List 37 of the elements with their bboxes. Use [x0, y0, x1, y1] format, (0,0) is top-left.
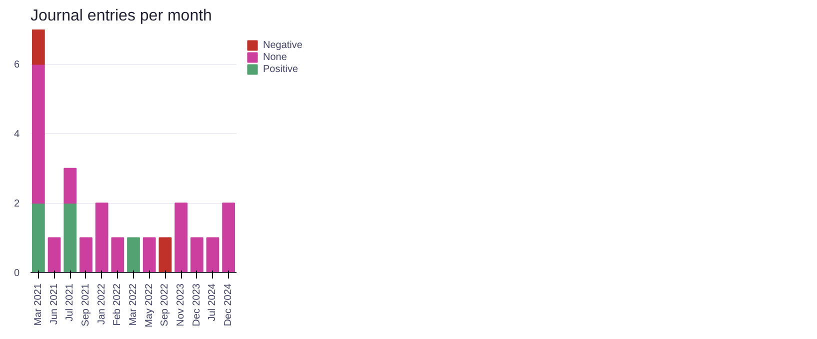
y-tick-label: 2	[14, 198, 20, 210]
bar	[95, 202, 108, 272]
bar	[32, 64, 45, 204]
bar	[158, 237, 172, 272]
bar	[142, 237, 156, 272]
x-tick-label: May 2022	[144, 283, 155, 328]
chart-title: Journal entries per month	[30, 8, 212, 24]
x-tick-label: Mar 2022	[128, 283, 139, 326]
x-tick-label: Nov 2023	[176, 283, 187, 326]
bar	[190, 237, 204, 272]
x-tick-label: Mar 2021	[32, 283, 44, 326]
legend-label: None	[263, 51, 287, 63]
bar	[64, 202, 77, 272]
x-tick-label: Jan 2022	[96, 283, 108, 325]
x-tick-label: Jul 2024	[207, 283, 218, 322]
bar	[111, 237, 124, 272]
y-tick-label: 0	[14, 268, 20, 279]
bar	[48, 237, 61, 272]
bar	[127, 237, 140, 272]
bar	[174, 202, 188, 272]
y-tick-label: 6	[14, 60, 20, 71]
bar	[222, 202, 236, 272]
legend-label: Negative	[263, 39, 302, 51]
x-tick-label: Sep 2022	[160, 283, 171, 326]
x-tick-label: Feb 2022	[112, 283, 124, 326]
y-tick-label: 4	[14, 129, 20, 140]
x-tick-label: Dec 2024	[223, 283, 234, 326]
x-tick-label: Jun 2021	[48, 283, 60, 325]
x-tick-label: Sep 2021	[80, 283, 92, 326]
x-tick-label: Jul 2021	[64, 283, 76, 322]
bar	[80, 237, 92, 272]
bar	[32, 30, 45, 65]
x-tick-label: Dec 2023	[191, 283, 202, 326]
bar	[206, 237, 220, 272]
bar	[64, 168, 77, 204]
bar	[32, 202, 45, 272]
legend-label: Positive	[263, 63, 298, 75]
